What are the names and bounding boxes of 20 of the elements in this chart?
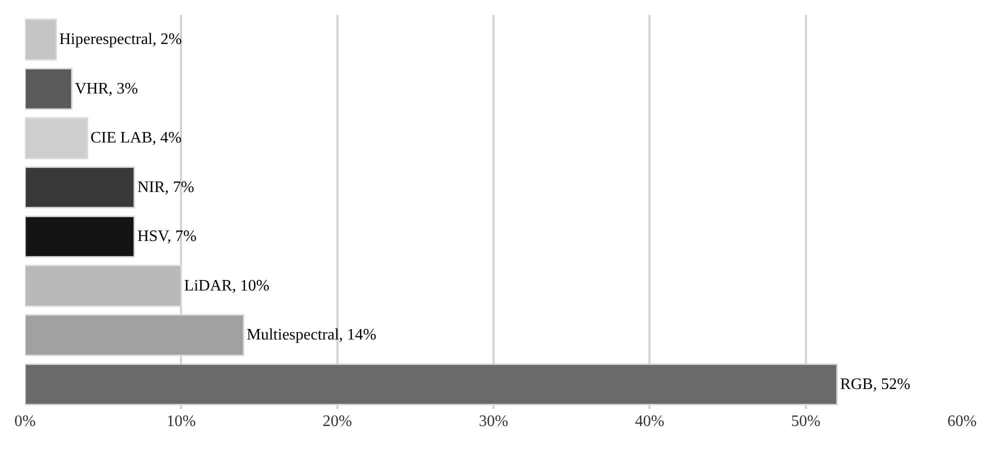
x-tick-label: 40%: [635, 413, 664, 430]
data-label: HSV, 7%: [137, 228, 197, 246]
data-label: Hiperespectral, 2%: [59, 31, 182, 48]
bar: [25, 166, 136, 208]
bar: [25, 216, 136, 258]
x-tick-label: 10%: [166, 413, 196, 430]
x-tick-label: 30%: [478, 413, 508, 430]
x-tick-label: 0%: [14, 413, 36, 430]
bar: [25, 18, 57, 61]
data-label: NIR, 7%: [137, 178, 194, 196]
data-label: CIE LAB, 4%: [90, 130, 182, 147]
bar: [25, 68, 73, 110]
x-tick-label: 50%: [791, 413, 820, 430]
x-tick-label: 20%: [322, 413, 352, 430]
bar: [25, 117, 88, 160]
x-tick-label: 60%: [947, 413, 977, 430]
data-label: Multiespectral, 14%: [246, 326, 376, 344]
data-label: VHR, 3%: [74, 80, 138, 98]
data-label: LiDAR, 10%: [184, 277, 270, 294]
data-label: RGB, 52%: [840, 376, 910, 393]
